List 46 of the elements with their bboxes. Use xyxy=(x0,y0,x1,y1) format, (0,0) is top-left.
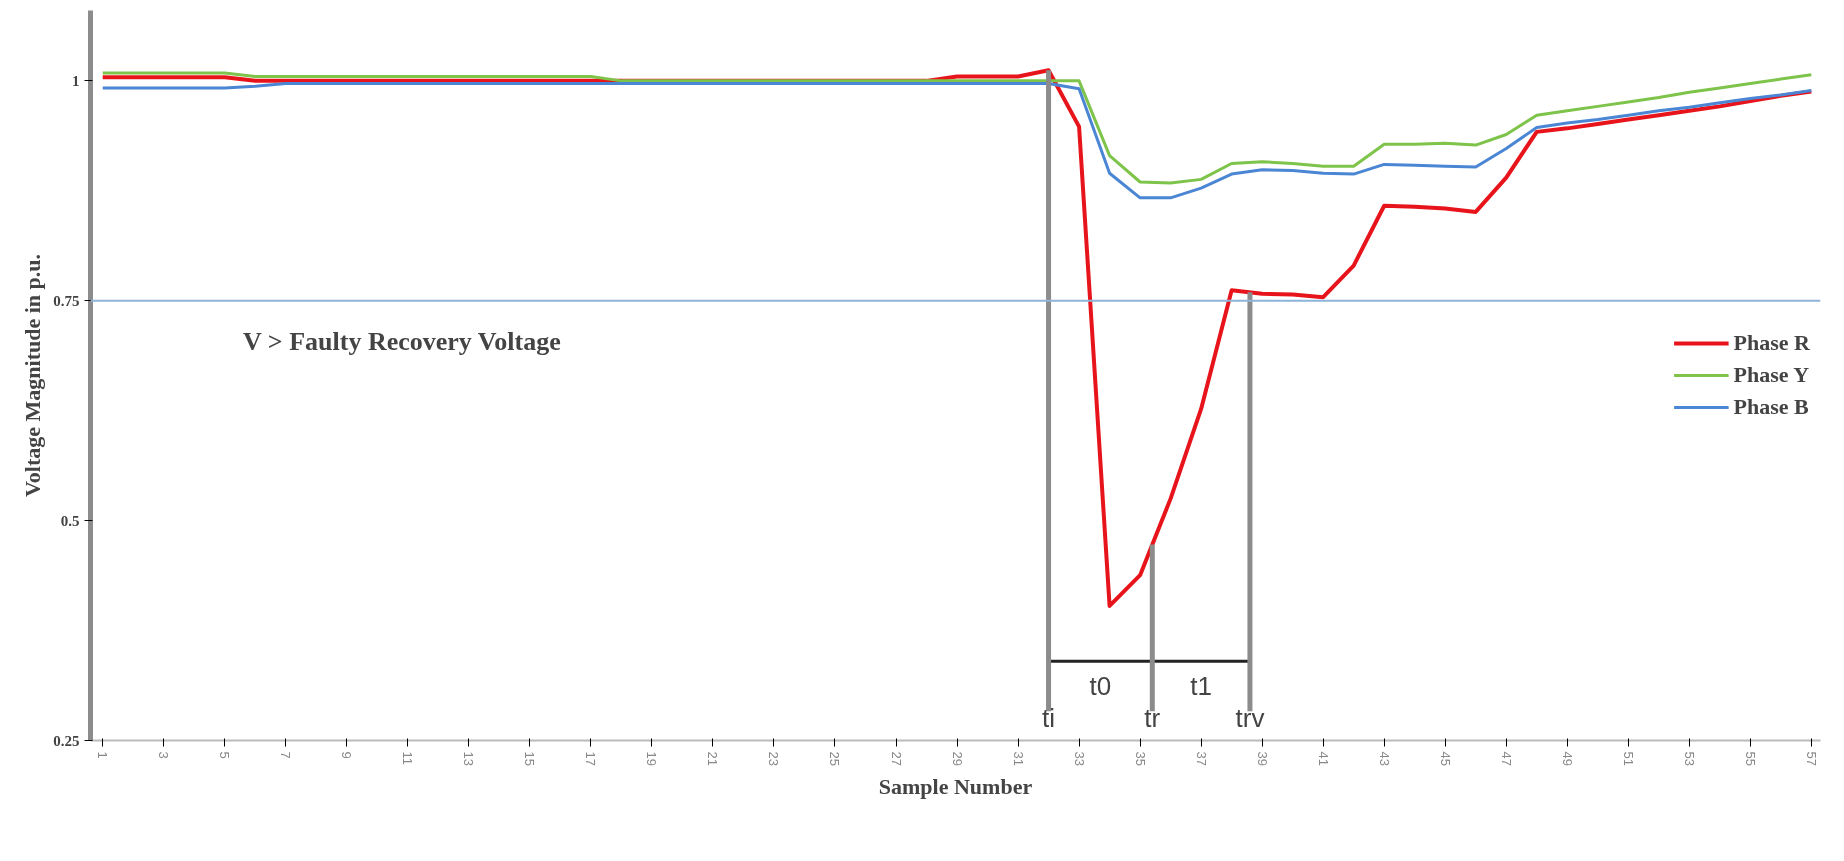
x-tick-label: 41 xyxy=(1315,751,1331,766)
x-tick-label: 3 xyxy=(156,751,172,759)
legend-label: Phase Y xyxy=(1733,362,1810,388)
legend-label: Phase R xyxy=(1733,330,1810,356)
x-axis-title: Sample Number xyxy=(878,773,1033,799)
y-tick-label: 0.75 xyxy=(53,292,80,309)
x-tick-label: 7 xyxy=(278,751,294,759)
x-tick-label: 35 xyxy=(1132,751,1148,766)
x-tick-label: 51 xyxy=(1620,751,1636,766)
x-tick-label: 49 xyxy=(1559,751,1575,766)
ref-line-label: ti xyxy=(1042,702,1056,733)
ref-line-label: trv xyxy=(1235,702,1265,733)
x-tick-label: 11 xyxy=(400,751,416,765)
annotation: t1 xyxy=(1190,670,1212,701)
x-tick-label: 29 xyxy=(949,751,965,766)
line-series xyxy=(101,71,1813,185)
x-tick-label: 21 xyxy=(705,751,721,766)
x-tick-label: 45 xyxy=(1437,751,1453,766)
x-tick-label: 31 xyxy=(1010,751,1026,766)
x-tick-label: 37 xyxy=(1193,751,1209,766)
x-tick-label: 23 xyxy=(766,751,782,766)
x-tick-label: 25 xyxy=(827,751,843,766)
x-tick-label: 17 xyxy=(583,751,599,766)
line-series xyxy=(101,82,1813,200)
legend-label: Phase B xyxy=(1733,394,1809,420)
x-tick-label: 19 xyxy=(644,751,660,766)
x-tick-label: 33 xyxy=(1071,751,1087,766)
x-tick-label: 1 xyxy=(95,751,111,759)
y-axis-title: Voltage Magnitude in p.u. xyxy=(20,253,46,498)
x-tick-label: 43 xyxy=(1376,751,1392,766)
y-tick-label: 0.5 xyxy=(60,512,80,529)
x-tick-label: 5 xyxy=(217,751,233,759)
y-tick-label: 0.25 xyxy=(53,732,80,749)
x-tick-label: 53 xyxy=(1681,751,1697,766)
x-tick-label: 27 xyxy=(888,751,904,766)
x-tick-label: 55 xyxy=(1742,751,1758,766)
ref-line-label: tr xyxy=(1144,702,1161,733)
annotation: t0 xyxy=(1089,670,1112,701)
x-tick-label: 9 xyxy=(339,751,355,759)
ref-line-label: V > Faulty Recovery Voltage xyxy=(243,326,561,356)
x-tick-label: 39 xyxy=(1254,751,1270,766)
x-tick-label: 47 xyxy=(1498,751,1514,766)
y-tick-label: 1 xyxy=(72,72,80,89)
x-tick-label: 15 xyxy=(522,751,538,766)
x-tick-label: 13 xyxy=(461,751,477,766)
x-tick-label: 57 xyxy=(1803,751,1819,766)
